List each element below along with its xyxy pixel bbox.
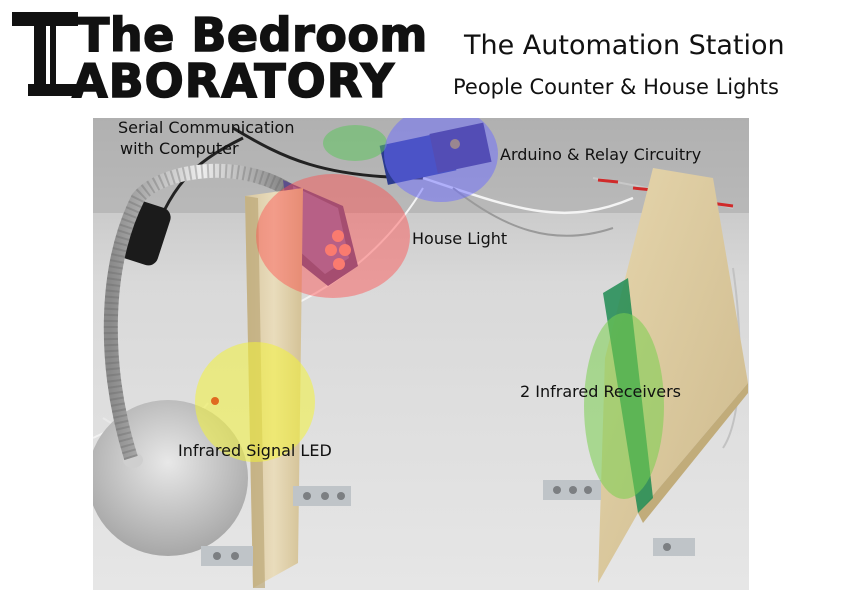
slide-subtitle: People Counter & House Lights [453,75,779,99]
label-serial-line-2: with Computer [120,139,239,158]
bedroom-laboratory-logo: The Bedroom ABORATORY [12,7,432,109]
logo-line-1: The Bedroom [77,7,428,63]
label-arduino: Arduino & Relay Circuitry [500,145,702,164]
label-house-light: House Light [412,229,508,248]
label-infrared-receivers: 2 Infrared Receivers [520,382,682,401]
logo-line-2: ABORATORY [71,53,395,109]
label-serial-line-1: Serial Communication [118,118,295,137]
serial-communication-highlight [323,125,387,161]
label-infrared-led: Infrared Signal LED [178,441,332,460]
arduino-highlight [384,118,498,202]
logo-t-mark [12,12,82,96]
setup-photo-illustration [93,118,749,590]
house-light-highlight [256,174,410,298]
setup-photo [93,118,749,590]
slide-title: The Automation Station [464,30,785,61]
infrared-receivers-highlight [584,313,664,499]
infrared-led-highlight [195,342,315,462]
